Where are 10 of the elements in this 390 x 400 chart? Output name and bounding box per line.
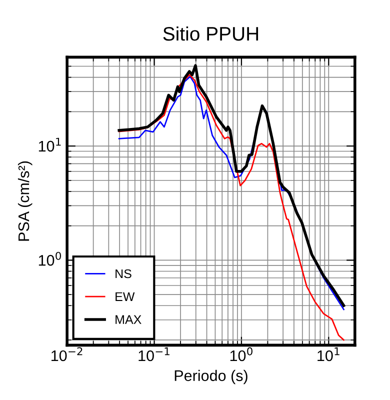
x-tick-label: 10$^{1}$ — [318, 347, 340, 362]
x-tick-label: 10$^{0}$ — [230, 347, 252, 362]
x-tick-label: 10$^{−2}$ — [52, 347, 82, 362]
y-axis-title: PSA (cm/s²) — [18, 161, 32, 241]
legend-label: MAX — [116, 315, 142, 324]
x-axis-title: Periodo (s) — [174, 370, 248, 384]
legend-label: EW — [116, 292, 135, 301]
legend-label: NS — [116, 269, 132, 278]
chart-title: Sitio PPUH — [163, 26, 258, 41]
x-tick-label: 10$^{−1}$ — [138, 347, 170, 362]
